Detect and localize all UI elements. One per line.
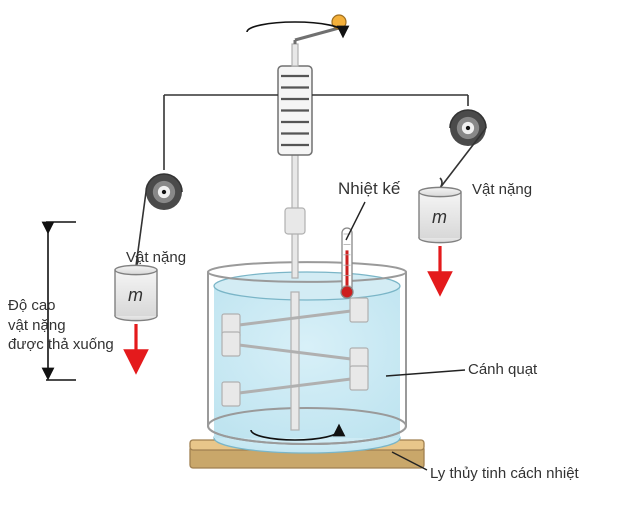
label-weight-left: Vật nặng [126,248,186,268]
label-paddles: Cánh quạt [468,360,537,380]
label-height: Độ cao vật nặng được thả xuống [8,296,118,355]
label-thermometer: Nhiệt kế [338,178,400,200]
joule-apparatus-diagram [0,0,629,509]
water [214,272,400,453]
label-m-right: m [432,206,447,229]
label-glass: Ly thủy tinh cách nhiệt [430,464,579,484]
label-m-left: m [128,284,143,307]
label-weight-right: Vật nặng [472,180,532,200]
spring-housing [247,15,346,155]
